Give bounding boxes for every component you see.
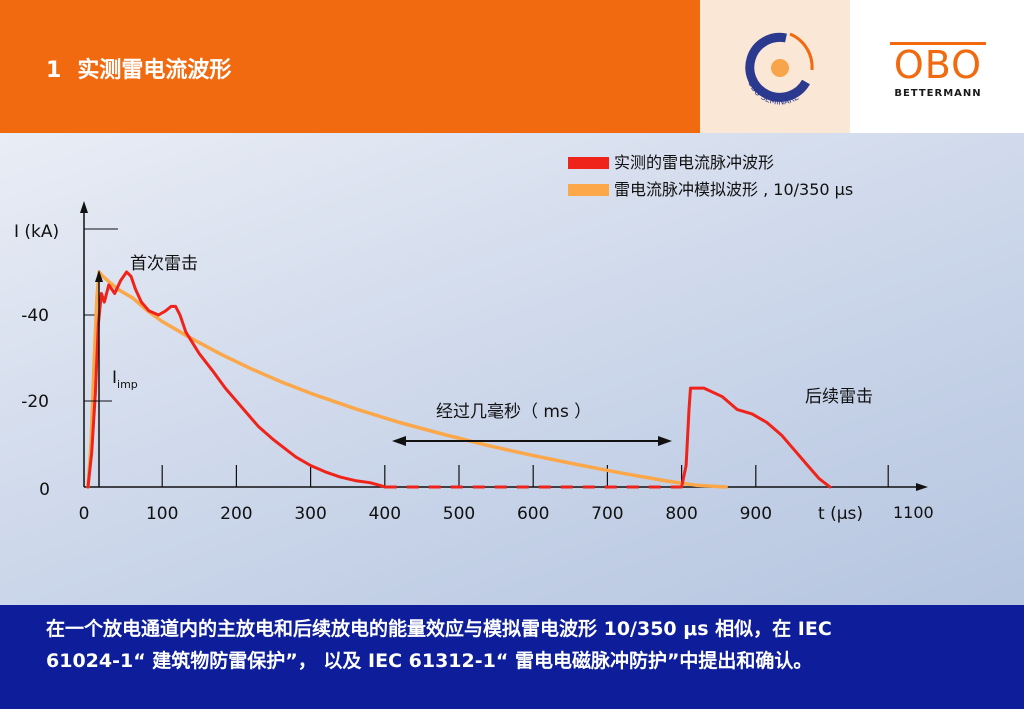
x-tick-label: 900 [740,504,772,524]
x-axis-end-label: 1100 [893,503,934,522]
obo-logo-name: BETTERMANN [894,88,981,99]
footer-line-1: 在一个放电通道内的主放电和后续放电的能量效应与模拟雷电波形 10/350 μs … [46,618,832,640]
slide-title: 1 实测雷电流波形 [46,52,231,84]
simulated-waveform-line [86,270,728,489]
imp-label: Iimp [112,368,138,391]
x-tick-label: 600 [517,504,549,524]
y-axis-arrow [80,201,88,213]
y-tick-label: -20 [21,392,49,412]
gap-duration-label: 经过几毫秒（ ms ） [436,402,591,422]
x-axis-arrow [916,483,928,491]
legend-swatch-simulated [568,184,609,196]
lightning-current-chart: 实测的雷电流脉冲波形 雷电流脉冲模拟波形 , 10/350 μs I (kA) … [14,153,934,524]
x-tick-label: 100 [146,504,178,524]
y-tick-label: -40 [21,306,49,326]
chart-series [86,270,832,489]
subsequent-stroke-label: 后续雷击 [805,387,873,407]
legend-label-simulated: 雷电流脉冲模拟波形 , 10/350 μs [614,180,853,199]
header-brand-panel [850,0,1024,133]
x-tick-label: 700 [591,504,623,524]
x-tick-label: 0 [79,504,90,524]
obo-seminare-logo-icon: OBO SEMINARE [745,32,814,107]
imp-marker-arrow [95,270,103,282]
legend-swatch-measured [568,157,609,169]
obo-bettermann-logo-icon: OBO BETTERMANN [890,42,986,99]
slide-number: 1 [46,58,62,83]
measured-waveform-line [680,386,832,489]
y-tick-label: 0 [39,480,50,500]
gap-arrow-right [658,436,672,446]
legend-label-measured: 实测的雷电流脉冲波形 [614,153,774,172]
slide-title-text: 实测雷电流波形 [77,58,232,83]
x-axis-label: t (μs) [818,504,863,524]
x-tick-label: 200 [220,504,252,524]
header-orange-band [0,0,700,133]
measured-waveform-line [86,270,387,489]
footer-text: 在一个放电通道内的主放电和后续放电的能量效应与模拟雷电波形 10/350 μs … [46,613,1006,677]
first-stroke-label: 首次雷击 [130,254,198,274]
x-tick-label: 800 [665,504,697,524]
gap-arrow-left [392,436,406,446]
x-tick-label: 500 [443,504,475,524]
footer-banner: 在一个放电通道内的主放电和后续放电的能量效应与模拟雷电波形 10/350 μs … [0,605,1024,709]
axis-ticks: 0 100 200 300 400 500 600 700 800 900 0 -20 -40 [21,306,889,524]
x-tick-label: 400 [369,504,401,524]
obo-logo-mark: OBO [894,43,982,87]
x-tick-label: 300 [294,504,326,524]
slide-header: 1 实测雷电流波形 OBO SEMINARE OBO BETTERMANN [0,0,1024,133]
y-axis-label: I (kA) [14,222,59,242]
footer-line-2: 61024-1“ 建筑物防雷保护”， 以及 IEC 61312-1“ 雷电电磁脉… [46,650,813,672]
chart-area: 实测的雷电流脉冲波形 雷电流脉冲模拟波形 , 10/350 μs I (kA) … [0,133,1024,605]
